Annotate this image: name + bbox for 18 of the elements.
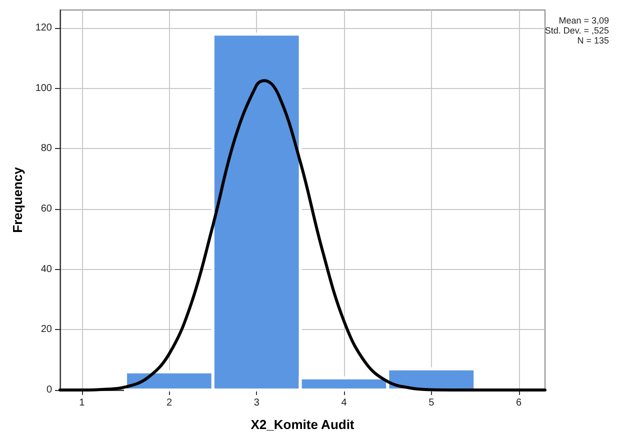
text: N = 135 xyxy=(577,36,610,46)
y-axis-title: Frequency xyxy=(10,166,25,233)
y-tick-label: 20 xyxy=(40,324,52,336)
x-tick-label: 2 xyxy=(166,398,172,408)
y-tick-label: 0 xyxy=(46,384,52,396)
y-tick-label: 100 xyxy=(35,82,52,94)
y-tick-label: 80 xyxy=(40,143,52,154)
x-tick-label: 1 xyxy=(79,398,86,408)
y-tick-label: 120 xyxy=(35,22,52,34)
x-tick-label: 6 xyxy=(516,398,522,408)
y-tick-label: 60 xyxy=(40,204,52,215)
y-tick-label: 40 xyxy=(40,264,52,275)
x-axis-title: X2_Komite Audit xyxy=(250,417,355,432)
x-tick-label: 4 xyxy=(341,398,348,408)
x-tick-label: 3 xyxy=(254,398,260,408)
annotation: Std. Dev. = ,525 xyxy=(544,26,610,36)
text: Mean = 3,09 xyxy=(558,16,610,26)
x-tick-label: 5 xyxy=(428,398,435,408)
